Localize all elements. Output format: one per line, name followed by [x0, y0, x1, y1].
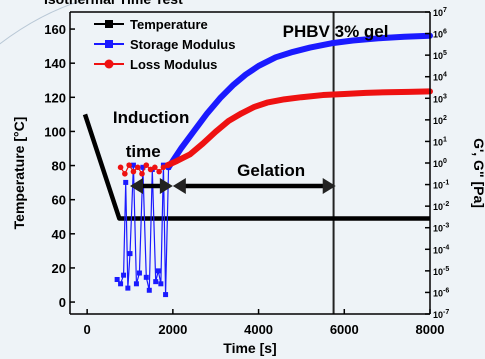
- x-tick-label: 0: [84, 322, 91, 337]
- y-left-tick-label: 100: [44, 124, 66, 139]
- y-right-tick-label: 10-3: [433, 223, 449, 234]
- series-storage-modulus-point: [125, 285, 131, 291]
- y-right-tick-label: 10-1: [433, 180, 449, 191]
- y-right-tick-label: 101: [433, 136, 447, 147]
- y-left-tick-label: 80: [52, 159, 66, 174]
- arrow-head-left: [172, 178, 186, 195]
- series-storage-modulus-point: [114, 276, 120, 282]
- series-loss-modulus-point: [139, 170, 145, 177]
- series-loss-modulus-point: [126, 162, 132, 168]
- series-storage-modulus-point: [163, 292, 169, 298]
- y-right-tick-label: 107: [433, 7, 447, 18]
- decorative-curve: [0, 0, 86, 45]
- series-storage-modulus-curve: [165, 32, 433, 171]
- series-storage-modulus-point: [130, 162, 136, 168]
- y-left-tick-label: 0: [59, 295, 66, 310]
- series-loss-modulus-point: [122, 170, 128, 177]
- x-tick-label: 2000: [158, 322, 187, 337]
- series-loss-modulus-point: [117, 164, 124, 171]
- series-storage-modulus-point: [136, 270, 142, 276]
- series-storage-modulus-point: [118, 281, 124, 287]
- series-storage-modulus-point: [143, 274, 149, 280]
- y-left-tick-label: 120: [44, 90, 66, 105]
- series-storage-modulus-point: [121, 272, 127, 278]
- y-left-tick-label: 60: [52, 193, 66, 208]
- series-loss-modulus-point: [156, 168, 162, 175]
- legend-marker: [104, 59, 114, 69]
- y-left-axis-title: Temperature [°C]: [11, 117, 27, 230]
- series-storage-modulus-point: [123, 179, 129, 185]
- y-left-tick-label: 40: [52, 227, 66, 242]
- x-tick-label: 8000: [416, 322, 445, 337]
- annotation-gelation: Gelation: [237, 161, 305, 180]
- y-left-tick-label: 160: [44, 22, 66, 37]
- y-right-tick-label: 10-7: [433, 309, 449, 320]
- series-storage-modulus-point: [153, 279, 159, 285]
- y-right-tick-label: 105: [433, 50, 447, 61]
- y-right-tick-label: 10-4: [433, 244, 449, 255]
- series-storage-modulus-point: [140, 164, 146, 170]
- y-right-tick-label: 106: [433, 29, 447, 40]
- series-storage-modulus-point: [146, 287, 152, 293]
- y-right-tick-label: 104: [433, 72, 447, 83]
- chart-title: Isothermal Time Test: [44, 0, 183, 7]
- series-storage-modulus-point: [127, 251, 133, 257]
- vertical-marker-label: PHBV 3% gel: [283, 22, 389, 41]
- y-right-axis-title: G', G" [Pa]: [471, 138, 485, 208]
- annotation-time: time: [126, 142, 161, 161]
- legend-entry: Loss Modulus: [130, 57, 217, 72]
- y-right-tick-label: 10-2: [433, 201, 449, 212]
- series-loss-modulus-point: [134, 164, 141, 171]
- series-loss-modulus-point: [147, 166, 154, 173]
- legend-entry: Temperature: [130, 17, 208, 32]
- y-right-tick-label: 10-5: [433, 266, 449, 277]
- legend-marker: [105, 40, 113, 48]
- y-right-tick-label: 102: [433, 115, 447, 126]
- y-left-tick-label: 20: [52, 261, 66, 276]
- series-loss-modulus-curve: [164, 88, 433, 169]
- arrow-head-right: [159, 178, 173, 195]
- arrow-head-left: [130, 178, 143, 195]
- series-loss-modulus-point: [143, 162, 150, 168]
- arrow-head-right: [322, 178, 336, 195]
- legend-entry: Storage Modulus: [130, 37, 235, 52]
- annotation-induction: Induction: [113, 108, 189, 127]
- y-right-tick-label: 100: [433, 158, 447, 169]
- series-temperature: [82, 113, 430, 221]
- legend-marker: [105, 20, 113, 28]
- x-tick-label: 6000: [330, 322, 359, 337]
- x-axis-title: Time [s]: [223, 340, 276, 356]
- series-storage-modulus-point: [158, 281, 164, 287]
- series-storage-modulus-point: [133, 281, 139, 287]
- series-loss-modulus-point: [130, 168, 137, 175]
- series-loss-modulus-point: [152, 164, 158, 171]
- series-storage-modulus-point: [155, 268, 161, 274]
- y-right-tick-label: 10-6: [433, 287, 449, 298]
- y-right-tick-label: 103: [433, 93, 447, 104]
- x-tick-label: 4000: [244, 322, 273, 337]
- y-left-tick-label: 140: [44, 56, 66, 71]
